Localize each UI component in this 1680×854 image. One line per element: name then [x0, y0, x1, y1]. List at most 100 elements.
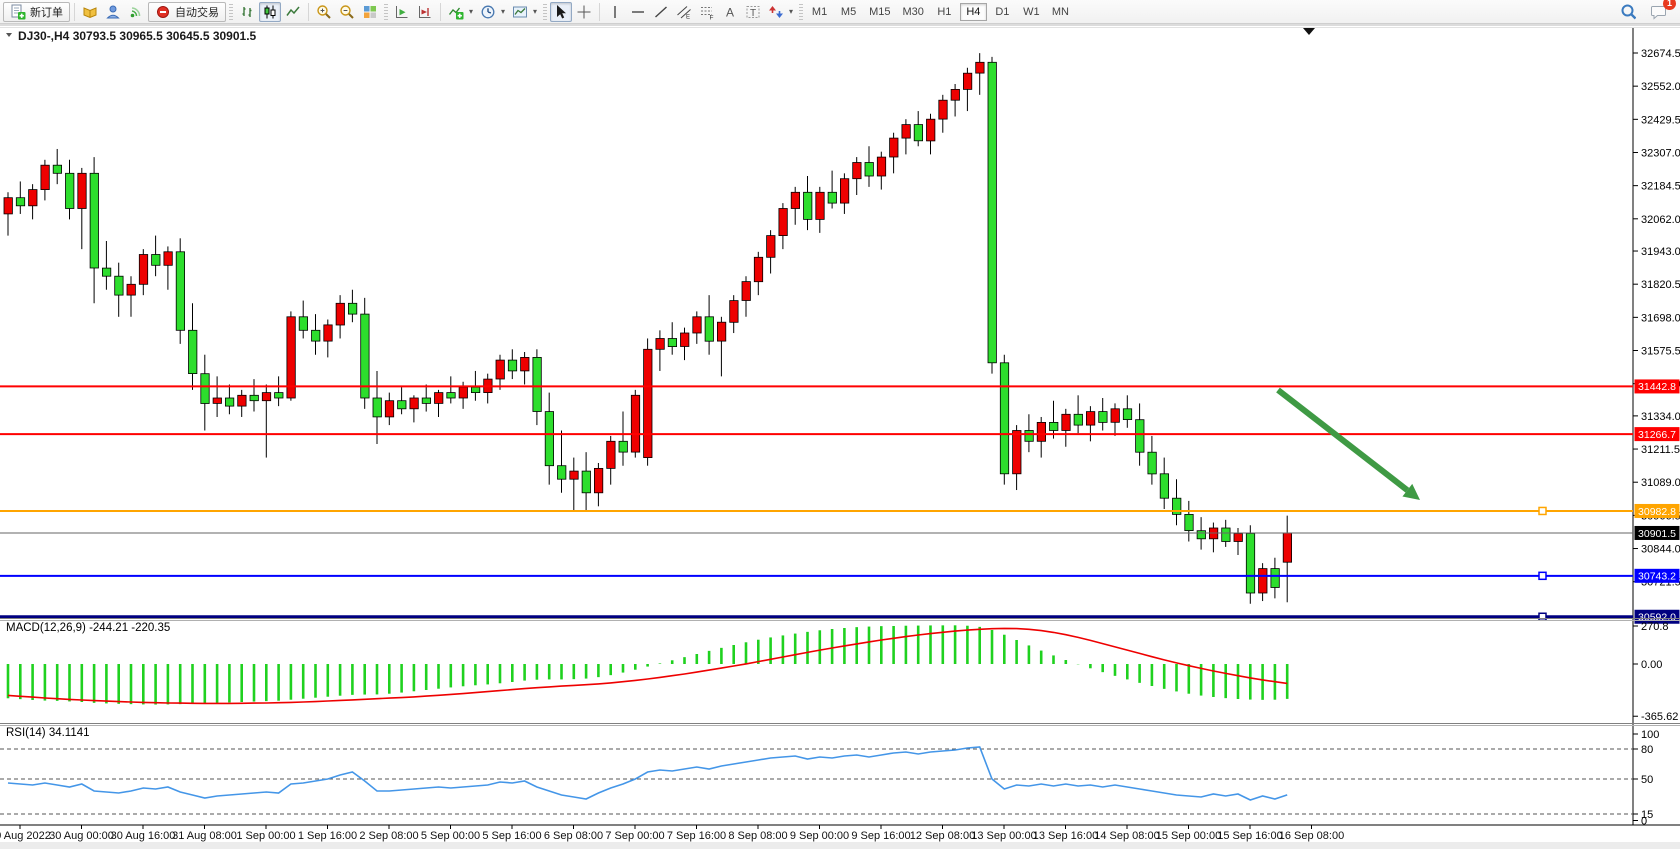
toolbar-grip[interactable] [384, 3, 388, 20]
timeframe-button-m15[interactable]: M15 [864, 3, 895, 21]
price-axis-tick: 31334.0 [1641, 411, 1680, 423]
line-chart-button[interactable] [282, 2, 304, 22]
auto-trading-button[interactable]: 自动交易 [148, 1, 226, 22]
bar-chart-button[interactable] [236, 2, 258, 22]
time-axis-label: 16 Sep 08:00 [1279, 830, 1344, 842]
timeframe-button-m5[interactable]: M5 [835, 3, 862, 21]
periods-button[interactable]: ▾ [477, 2, 508, 22]
candles [3, 53, 1292, 604]
candle [360, 297, 370, 409]
time-axis-label: 13 Sep 16:00 [1033, 830, 1098, 842]
dropdown-caret-icon[interactable]: ▾ [501, 7, 506, 16]
auto-scroll-button[interactable] [391, 2, 413, 22]
toolbar-grip[interactable] [543, 3, 548, 20]
crosshair-button[interactable] [573, 2, 595, 22]
candle [1172, 479, 1182, 526]
market-watch-icon [82, 4, 98, 20]
search-icon [1620, 4, 1636, 20]
trend-arrow-annotation[interactable] [1276, 387, 1420, 500]
vertical-line-tool-button[interactable] [604, 2, 626, 22]
candle [1245, 525, 1256, 604]
candle [28, 184, 38, 220]
horizontal-line[interactable]: 31266.7 [0, 427, 1680, 442]
dropdown-caret-icon[interactable]: ▾ [533, 7, 538, 16]
horizontal-line-tool-button[interactable] [627, 2, 649, 22]
horizontal-line[interactable]: 30743.2 [0, 568, 1680, 583]
toolbar-grip[interactable] [229, 3, 233, 20]
terminal-button[interactable] [102, 2, 124, 22]
signals-button[interactable] [125, 2, 147, 22]
time-axis-label: 1 Sep 00:00 [236, 830, 295, 842]
timeframe-button-h4[interactable]: H4 [959, 2, 987, 21]
candle [741, 276, 751, 317]
auto-trading-label: 自动交易 [175, 6, 219, 19]
zoom-in-button[interactable] [313, 2, 335, 22]
horizontal-line[interactable]: 30982.8 [0, 503, 1680, 518]
vertical-line-icon [607, 4, 623, 20]
text-tool-button[interactable]: A [719, 2, 741, 22]
dropdown-caret-icon[interactable]: ▾ [789, 7, 794, 16]
rsi-axis-tick: 15 [1641, 809, 1653, 821]
timeframe-button-mn[interactable]: MN [1047, 3, 1074, 21]
rsi-panel: RSI(14) 34.1141 100 80 50 150 [0, 727, 1659, 828]
macd-panel: MACD(12,26,9) -244.21 -220.35 270.8 0.00 -3… [6, 621, 1678, 723]
price-tag-label: 31266.7 [1638, 429, 1676, 441]
arrows-tool-button[interactable]: ▾ [765, 2, 796, 22]
timeframe-button-m30[interactable]: M30 [897, 3, 928, 21]
candle [876, 151, 887, 190]
candle [40, 159, 50, 201]
candlestick-chart-button[interactable] [259, 1, 281, 22]
rsi-axis-tick: 80 [1641, 744, 1653, 756]
zoom-out-button[interactable] [336, 2, 358, 22]
indicators-button[interactable]: ▾ [445, 2, 476, 22]
price-axis-tick: 32062.0 [1641, 214, 1680, 226]
templates-button[interactable]: ▾ [509, 2, 540, 22]
candle [618, 411, 628, 466]
scroll-to-end-marker[interactable] [1303, 28, 1315, 35]
svg-text:A: A [726, 5, 734, 19]
time-axis-label: 30 Aug 00:00 [49, 830, 114, 842]
cursor-button[interactable] [550, 1, 573, 22]
horizontal-line[interactable]: 31442.8 [0, 379, 1680, 394]
new-order-button[interactable]: 新订单 [3, 1, 70, 22]
trendline-tool-button[interactable] [650, 2, 672, 22]
time-axis-label: 15 Sep 00:00 [1156, 830, 1221, 842]
dropdown-caret-icon[interactable]: ▾ [469, 7, 474, 16]
candle [274, 376, 284, 407]
candle [803, 176, 813, 231]
time-axis-label: 31 Aug 08:00 [172, 830, 237, 842]
notification-badge[interactable]: 1 [1663, 0, 1676, 10]
line-handle[interactable] [1538, 506, 1547, 516]
chart-shift-button[interactable] [414, 2, 436, 22]
fibonacci-tool-button[interactable]: F [696, 2, 718, 22]
time-axis-label: 7 Sep 00:00 [605, 830, 664, 842]
candle [15, 181, 26, 214]
rsi-axis-tick: 50 [1641, 774, 1653, 786]
text-label-tool-button[interactable]: T [742, 2, 764, 22]
candle [852, 157, 862, 195]
candle [594, 462, 604, 507]
candle [114, 262, 124, 317]
auto-trading-icon [155, 4, 171, 20]
current-price-line[interactable]: 30901.5 [0, 525, 1680, 540]
line-handle[interactable] [1538, 612, 1547, 622]
market-watch-button[interactable] [79, 2, 101, 22]
chart-title-marker[interactable] [6, 33, 12, 37]
line-handle[interactable] [1538, 571, 1547, 581]
candle [1012, 425, 1022, 491]
timeframe-button-w1[interactable]: W1 [1018, 3, 1045, 21]
toolbar-grip[interactable] [799, 3, 804, 20]
timeframe-button-m1[interactable]: M1 [806, 3, 833, 21]
candle [335, 295, 345, 339]
candle [1159, 457, 1169, 510]
zoom-out-icon [339, 4, 355, 20]
candle [950, 83, 960, 117]
tile-windows-button[interactable] [359, 2, 381, 22]
time-axis-label: 1 Sep 16:00 [298, 830, 357, 842]
timeframe-button-h1[interactable]: H1 [931, 3, 958, 21]
search-button[interactable] [1617, 2, 1639, 22]
candle [557, 430, 567, 493]
channel-tool-button[interactable]: E [673, 2, 695, 22]
timeframe-button-d1[interactable]: D1 [989, 3, 1016, 21]
candle [643, 338, 653, 466]
